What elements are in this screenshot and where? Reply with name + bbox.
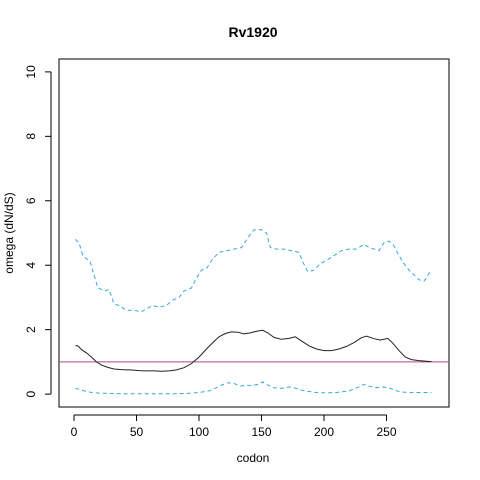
x-tick-label: 100 <box>189 425 209 439</box>
x-tick-label: 0 <box>71 425 78 439</box>
y-tick-label: 4 <box>24 262 38 269</box>
lower-bound-line <box>75 381 432 395</box>
omega-estimate-line <box>75 329 432 372</box>
upper-bound-line <box>74 229 432 313</box>
plot-area: 0 50 100 150 200 250 0 2 4 6 8 10 <box>24 58 450 439</box>
x-tick-label: 50 <box>130 425 144 439</box>
x-tick-label: 150 <box>251 425 271 439</box>
x-tick-label: 200 <box>314 425 334 439</box>
plot-frame <box>58 58 450 408</box>
x-axis-label: codon <box>237 451 270 465</box>
y-axis-label: omega (dN/dS) <box>2 192 16 273</box>
y-tick-label: 0 <box>24 390 38 397</box>
y-tick-label: 8 <box>24 133 38 140</box>
y-tick-label: 6 <box>24 197 38 204</box>
y-tick-label: 10 <box>24 65 38 79</box>
chart-title: Rv1920 <box>228 24 277 40</box>
x-tick-label: 250 <box>376 425 396 439</box>
y-tick-label: 2 <box>24 326 38 333</box>
